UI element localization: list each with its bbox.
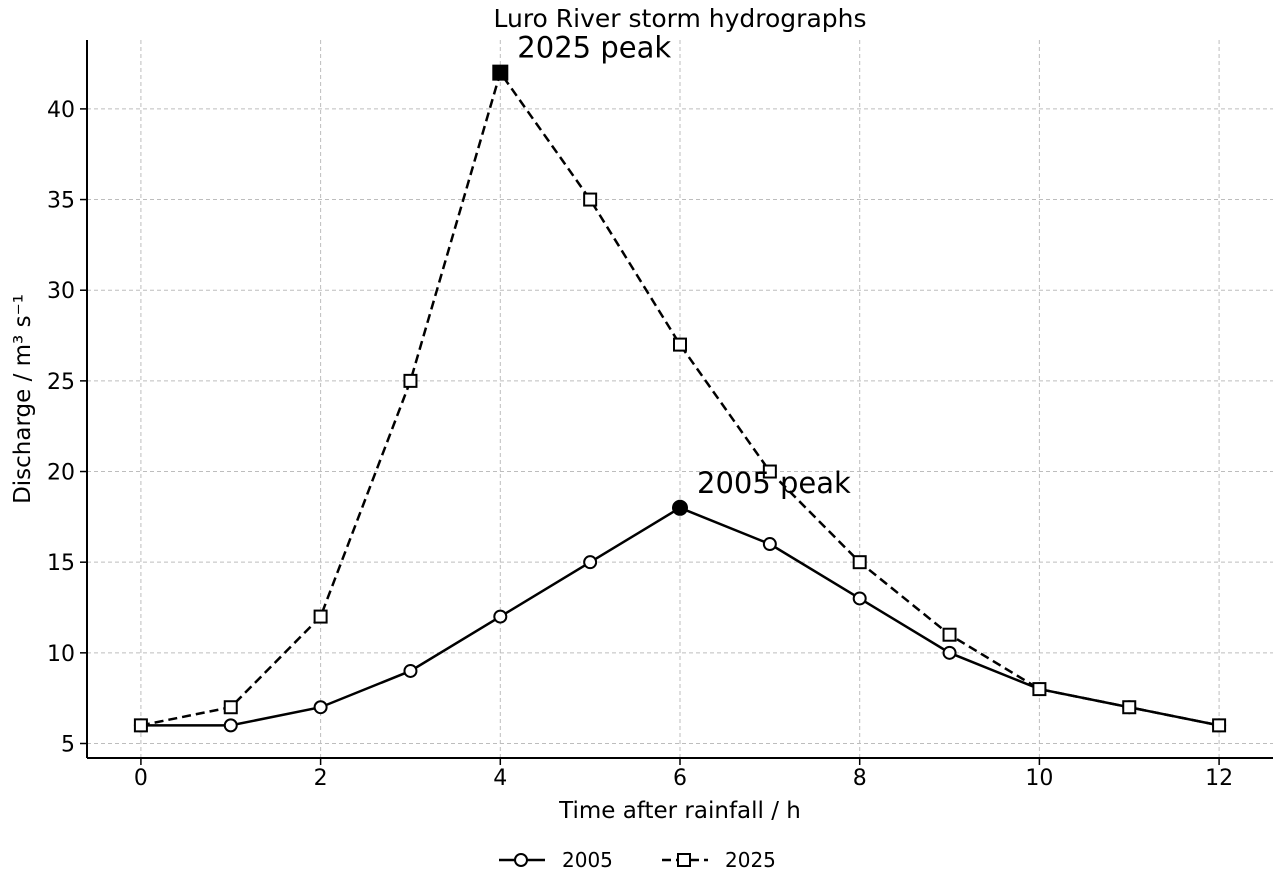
data-point-2025 xyxy=(583,192,598,207)
data-point-2025 xyxy=(762,464,777,479)
data-point-2025 xyxy=(492,64,509,81)
data-point-2005 xyxy=(223,718,238,733)
data-point-2025 xyxy=(313,609,328,624)
y-tick-label: 25 xyxy=(47,370,75,395)
x-tick-label: 0 xyxy=(134,766,148,791)
legend-item-2005: 2005 xyxy=(499,848,613,872)
y-tick-label: 5 xyxy=(61,732,75,757)
series-2025 xyxy=(133,64,1227,733)
y-tick-label: 35 xyxy=(47,189,75,214)
series-group xyxy=(133,64,1227,733)
data-point-2005 xyxy=(313,700,328,715)
data-point-2025 xyxy=(1032,682,1047,697)
peak-annotation-2025: 2025 peak xyxy=(517,31,671,65)
legend-item-2025: 2025 xyxy=(662,848,776,872)
legend-label-2025: 2025 xyxy=(725,848,776,872)
data-point-2005 xyxy=(493,609,508,624)
x-tick-label: 8 xyxy=(853,766,867,791)
data-point-2005 xyxy=(852,591,867,606)
x-tick-label: 6 xyxy=(673,766,687,791)
x-axis-label: Time after rainfall / h xyxy=(558,798,801,824)
x-tick-label: 4 xyxy=(493,766,507,791)
legend-marker-2005 xyxy=(514,853,528,867)
x-tick-label: 10 xyxy=(1025,766,1053,791)
data-point-2005 xyxy=(942,645,957,660)
data-point-2025 xyxy=(223,700,238,715)
data-point-2005 xyxy=(762,537,777,552)
data-point-2025 xyxy=(403,373,418,388)
x-tick-label: 2 xyxy=(314,766,328,791)
data-point-2025 xyxy=(852,555,867,570)
data-point-2025 xyxy=(942,627,957,642)
peak-annotation-2005: 2005 peak xyxy=(697,466,851,500)
axis-ticks: 0 2 4 6 8 10 12 5 10 15 20 25 30 35 40 xyxy=(47,98,1233,791)
y-tick-label: 20 xyxy=(47,461,75,486)
data-point-2025 xyxy=(1122,700,1137,715)
legend-label-2005: 2005 xyxy=(562,848,613,872)
data-point-2005 xyxy=(583,555,598,570)
legend-marker-2025 xyxy=(677,853,691,867)
x-tick-label: 12 xyxy=(1205,766,1233,791)
data-point-2025 xyxy=(1212,718,1227,733)
legend: 2005 2025 xyxy=(499,848,776,872)
data-point-2025 xyxy=(673,337,687,352)
y-axis-label: Discharge / m³ s⁻¹ xyxy=(10,294,36,504)
grid-lines xyxy=(87,40,1273,758)
data-point-2025 xyxy=(133,718,148,733)
y-tick-label: 40 xyxy=(47,98,75,123)
y-tick-label: 30 xyxy=(47,279,75,304)
data-point-2005 xyxy=(672,499,688,516)
y-tick-label: 15 xyxy=(47,551,75,576)
chart-title: Luro River storm hydrographs xyxy=(493,4,866,33)
data-point-2005 xyxy=(403,663,418,678)
annotations: 2005 peak 2025 peak xyxy=(517,31,851,500)
y-tick-label: 10 xyxy=(47,642,75,667)
